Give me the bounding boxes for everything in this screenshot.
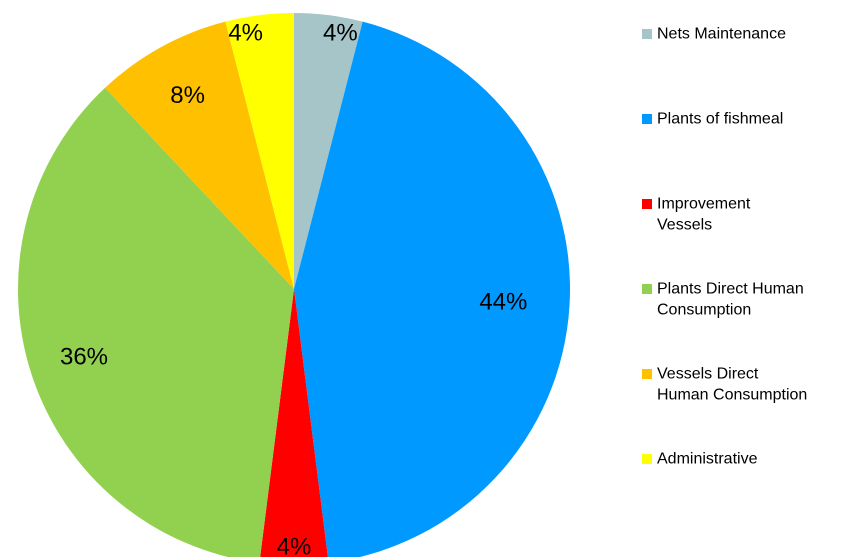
legend-item-nets-maintenance: Nets Maintenance (642, 26, 786, 43)
legend-item-improvement-vessels: Improvement Vessels (642, 196, 751, 234)
data-label-vessels-direct-human-consumption: 8% (170, 82, 205, 109)
legend-label: Improvement Vessels (657, 196, 751, 234)
legend-label: Vessels Direct Human Consumption (657, 366, 807, 404)
legend-label: Plants of fishmeal (657, 111, 783, 128)
data-label-improvement-vessels: 4% (277, 534, 312, 557)
data-label-plants-direct-human-consumption: 36% (60, 344, 108, 371)
legend-swatch (642, 29, 652, 39)
legend-item-vessels-direct-human-consumption: Vessels Direct Human Consumption (642, 366, 807, 404)
legend-swatch (642, 454, 652, 464)
legend-swatch (642, 199, 652, 209)
legend-item-administrative: Administrative (642, 451, 758, 468)
legend-label: Nets Maintenance (657, 26, 786, 43)
data-label-plants-of-fishmeal: 44% (479, 289, 527, 316)
legend-item-plants-direct-human-consumption: Plants Direct Human Consumption (642, 281, 804, 319)
legend-item-plants-of-fishmeal: Plants of fishmeal (642, 111, 783, 128)
pie-slice-administrative (225, 13, 294, 289)
legend-swatch (642, 284, 652, 294)
pie-data-labels: 4% 44% 4% 36% 8% 4% (60, 20, 527, 557)
pie-slice-vessels-direct-human-consumption (105, 21, 294, 289)
data-label-administrative: 4% (228, 20, 263, 47)
pie-slice-plants-of-fishmeal (294, 21, 570, 557)
pie-slices (18, 13, 570, 557)
legend-label: Administrative (657, 451, 758, 468)
data-label-nets-maintenance: 4% (323, 20, 358, 47)
pie-slice-improvement-vessels (260, 289, 328, 557)
legend: Nets Maintenance Plants of fishmeal Improv… (642, 26, 807, 468)
legend-label: Plants Direct Human Consumption (657, 281, 804, 319)
pie-slice-plants-direct-human-consumption (18, 87, 294, 557)
legend-swatch (642, 114, 652, 124)
legend-swatch (642, 369, 652, 379)
pie-slice-nets-maintenance (294, 13, 363, 289)
